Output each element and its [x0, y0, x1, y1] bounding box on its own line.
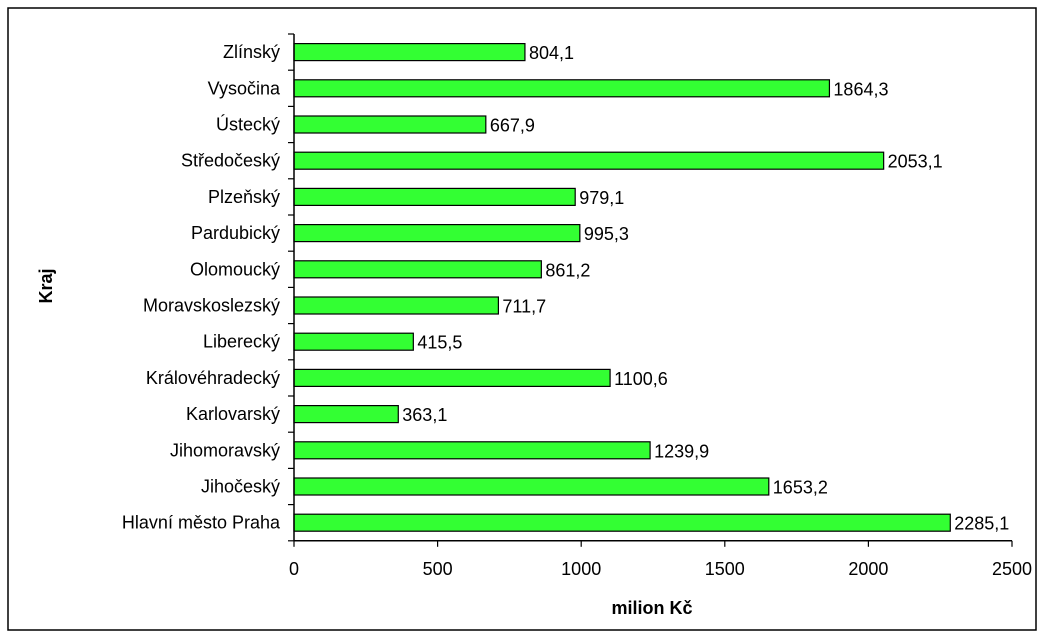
bar	[293, 441, 651, 460]
category-label: Karlovarský	[186, 404, 280, 424]
bar	[293, 79, 831, 98]
bar	[293, 296, 500, 315]
chart-frame	[7, 7, 1037, 631]
x-tick-label: 0	[289, 559, 299, 579]
category-label: Jihomoravský	[170, 440, 280, 460]
labels-layer: Zlínský 804,1 Vysočina 1864,3 Ústecký 667,9 St…	[122, 42, 1009, 534]
category-label: Královéhradecký	[146, 368, 280, 388]
value-label: 415,5	[417, 333, 462, 353]
x-tick-label: 1000	[561, 559, 601, 579]
bar	[293, 151, 885, 170]
value-label: 1100,6	[614, 369, 668, 389]
x-tick-label: 2000	[848, 559, 888, 579]
x-tick-label: 2500	[992, 559, 1032, 579]
category-label: Olomoucký	[190, 259, 280, 279]
value-label: 1653,2	[773, 478, 828, 498]
category-label: Liberecký	[203, 332, 280, 352]
bar	[293, 513, 951, 532]
bar	[293, 368, 611, 387]
bar	[293, 332, 414, 351]
category-label: Hlavní město Praha	[122, 513, 281, 533]
value-label: 995,3	[584, 224, 629, 244]
category-label: Vysočina	[208, 78, 281, 98]
x-axis-title: milion Kč	[611, 598, 692, 618]
x-tick-label: 500	[423, 559, 453, 579]
bar	[293, 187, 576, 206]
value-label: 363,1	[402, 405, 447, 425]
bar	[293, 260, 542, 279]
bar	[293, 115, 487, 134]
category-label: Středočeský	[181, 151, 280, 171]
value-label: 804,1	[529, 43, 574, 63]
value-label: 1239,9	[654, 441, 709, 461]
value-label: 979,1	[579, 188, 624, 208]
category-label: Plzeňský	[208, 187, 280, 207]
category-label: Pardubický	[191, 223, 280, 243]
value-label: 2053,1	[888, 152, 943, 172]
bar	[293, 405, 399, 424]
y-axis-title: Kraj	[36, 268, 56, 303]
x-tick-label: 1500	[705, 559, 745, 579]
category-label: Zlínský	[223, 42, 280, 62]
value-label: 711,7	[502, 297, 546, 317]
axis-layer: 0 500 1000 1500 2000 2500	[288, 33, 1032, 579]
value-label: 1864,3	[833, 79, 888, 99]
category-label: Jihočeský	[201, 477, 280, 497]
value-label: 2285,1	[954, 514, 1009, 534]
bar	[293, 224, 581, 243]
value-label: 861,2	[545, 260, 590, 280]
bar	[293, 42, 526, 62]
bar	[293, 477, 770, 496]
value-label: 667,9	[490, 116, 535, 136]
category-label: Moravskoslezský	[143, 296, 280, 316]
category-label: Ústecký	[216, 114, 280, 135]
